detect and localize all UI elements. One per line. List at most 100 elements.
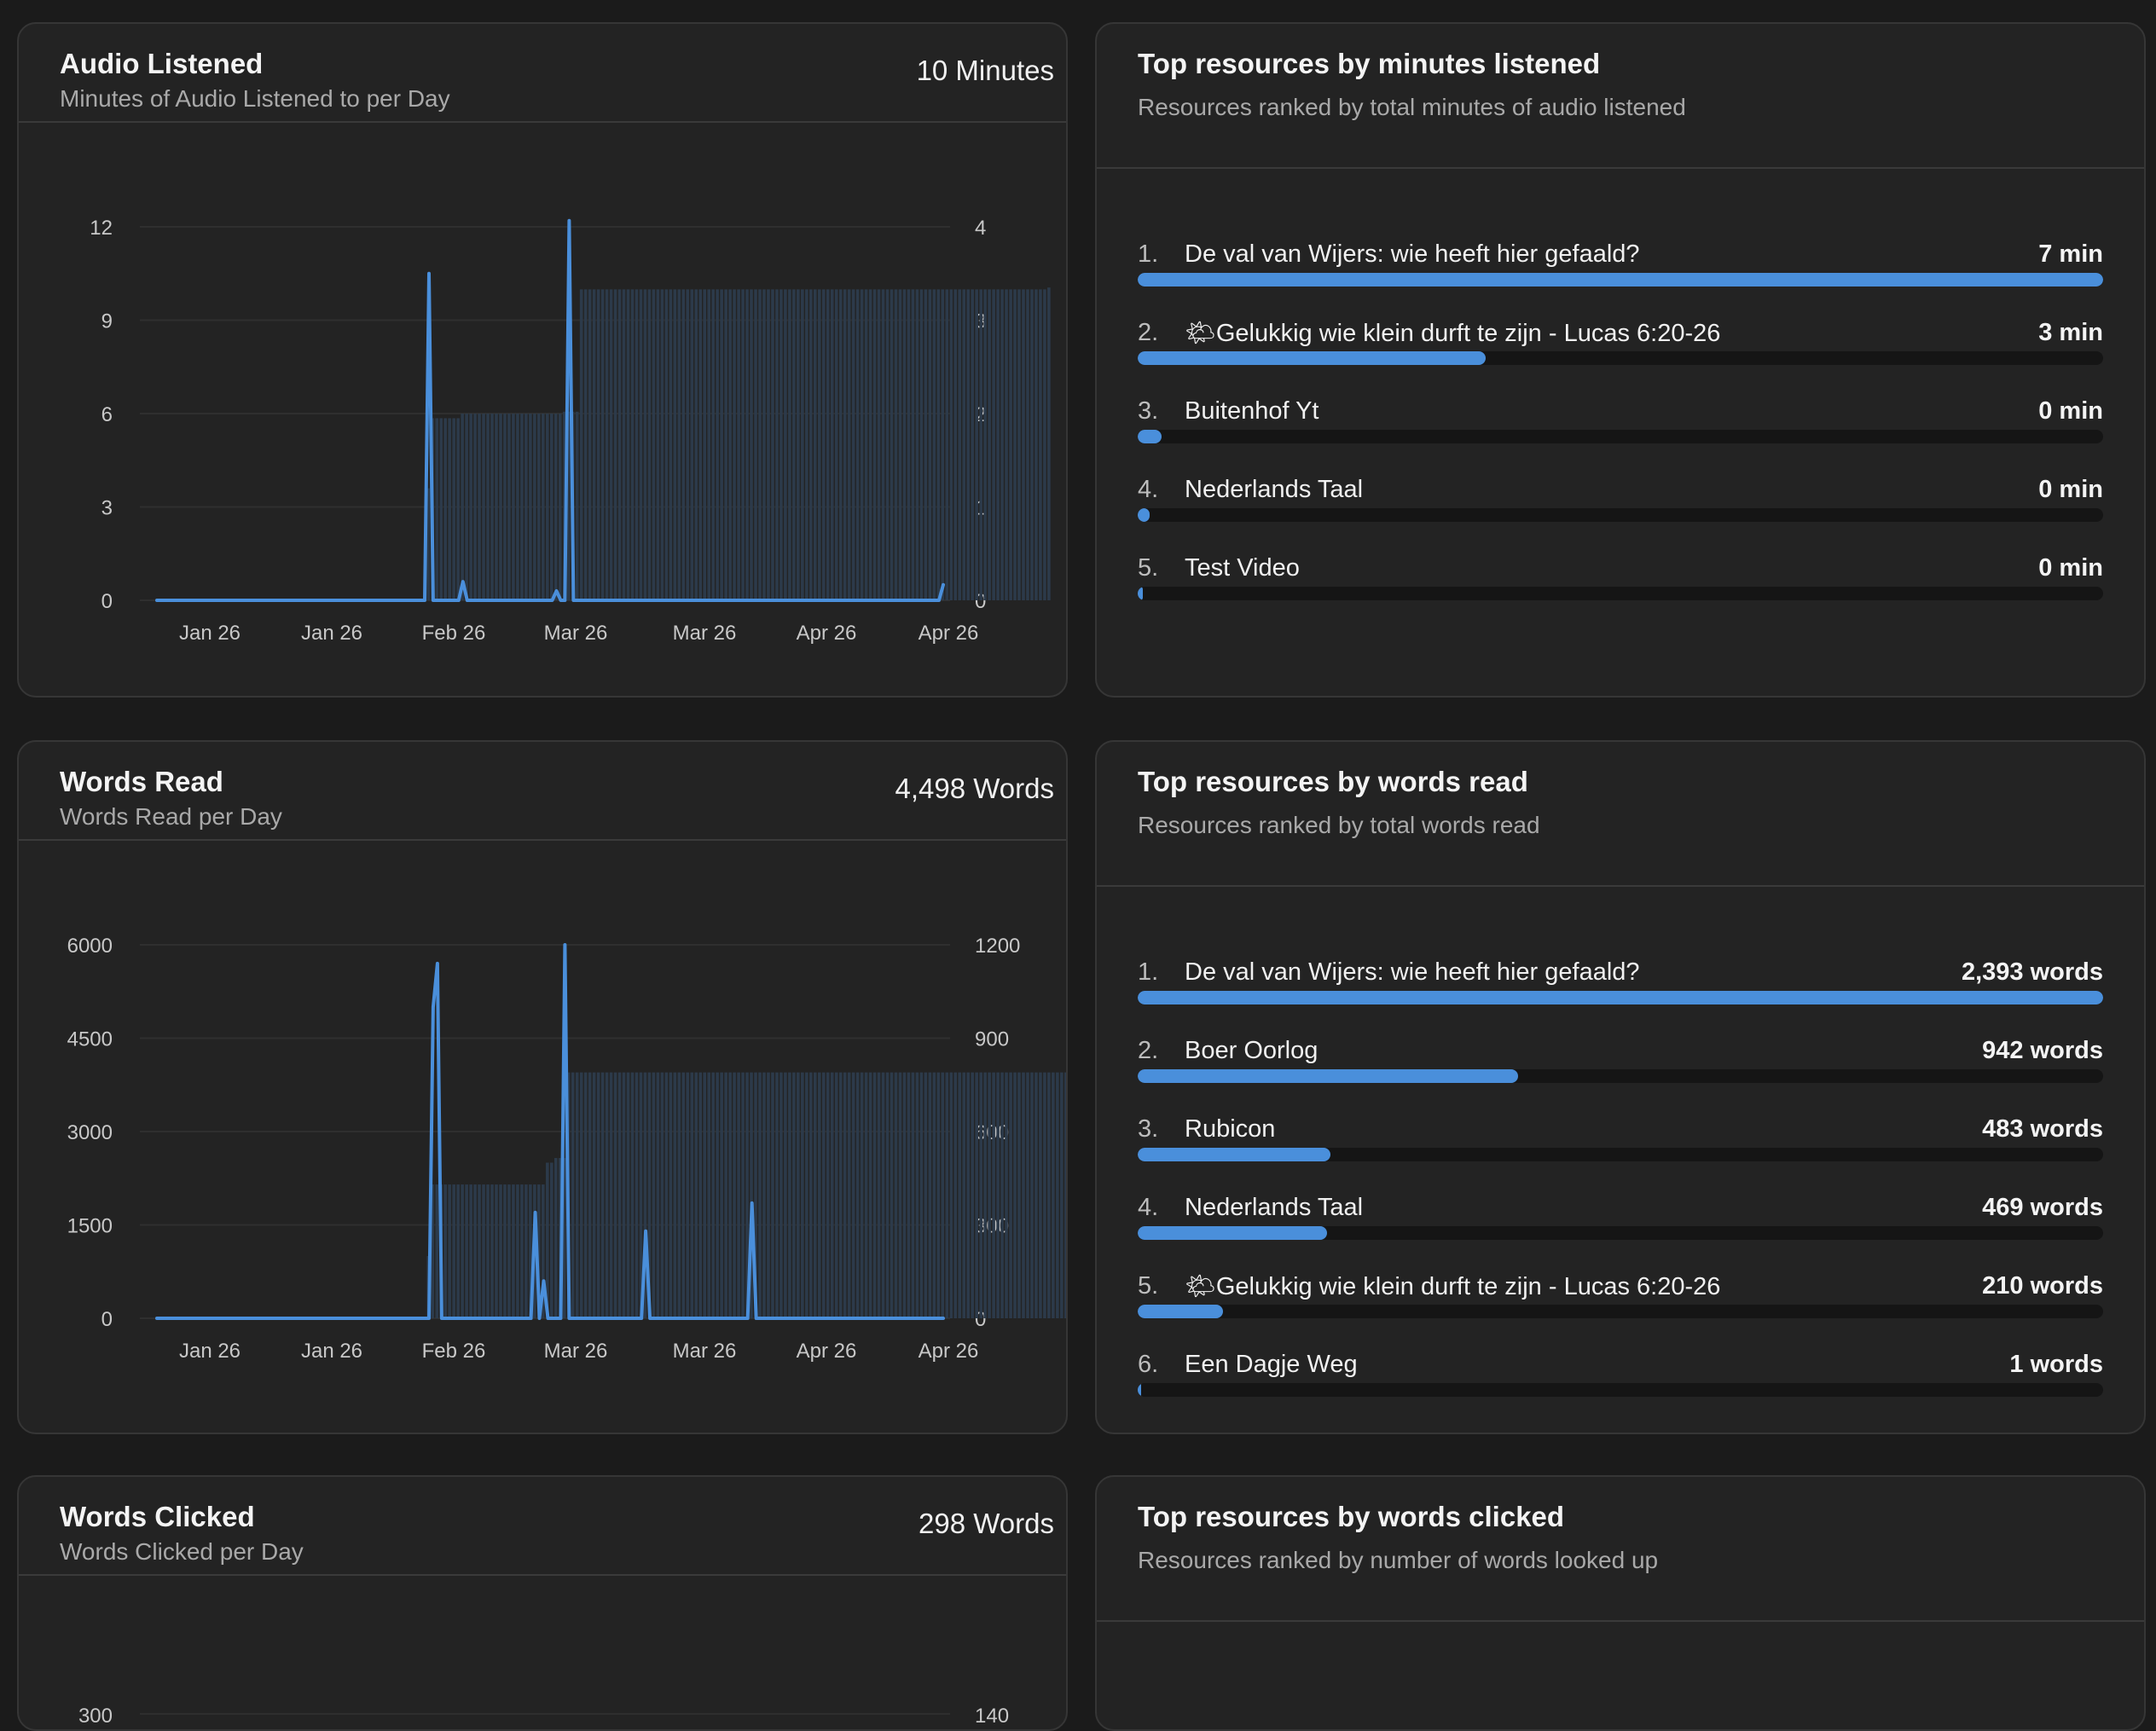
cumulative-bar	[546, 1162, 549, 1318]
cumulative-bar	[448, 1184, 451, 1318]
cumulative-bar	[992, 1072, 995, 1318]
cumulative-bar	[622, 1072, 626, 1318]
cumulative-bar	[469, 414, 472, 600]
cumulative-bar	[801, 289, 804, 600]
cumulative-bar	[907, 289, 911, 600]
cumulative-bar	[843, 1072, 847, 1318]
y-tick-label: 140	[975, 1705, 1009, 1728]
y-tick-label: 6	[101, 403, 113, 426]
ranking-item-number: 5.	[1138, 1272, 1159, 1300]
cumulative-bar	[542, 414, 545, 600]
cumulative-bar	[767, 1072, 770, 1318]
ranking-item[interactable]: 2. 🌤Gelukkig wie klein durft te zijn - Lu…	[1138, 319, 2103, 387]
cumulative-bar	[860, 1072, 864, 1318]
cumulative-bar	[579, 1072, 583, 1318]
cumulative-bar	[813, 1072, 817, 1318]
ranking-item-value: 483 words	[1982, 1115, 2103, 1143]
y-tick-label: 4	[975, 217, 986, 240]
y-tick-label: 9	[101, 310, 113, 333]
cumulative-bar	[1039, 1072, 1042, 1318]
cumulative-bar	[465, 1184, 468, 1318]
cumulative-bar	[907, 1072, 911, 1318]
ranking-item[interactable]: 4. Nederlands Taal 0 min	[1138, 476, 2103, 544]
cumulative-bar	[962, 1072, 966, 1318]
top-words-clicked-card: Top resources by words clicked Resources…	[1095, 1475, 2146, 1731]
cumulative-bar	[435, 1184, 439, 1318]
cumulative-bar	[826, 289, 830, 600]
cumulative-bar	[830, 289, 834, 600]
ranking-progress-fill	[1138, 508, 1150, 522]
cumulative-bar	[643, 289, 647, 600]
cumulative-bar	[750, 1072, 753, 1318]
cumulative-bar	[741, 1072, 745, 1318]
cumulative-bar	[652, 1072, 656, 1318]
ranking-item[interactable]: 3. Rubicon 483 words	[1138, 1115, 2103, 1184]
x-tick-label: Apr 26	[919, 622, 979, 645]
y-tick-label: 900	[975, 1028, 1009, 1051]
cumulative-bar	[881, 1072, 885, 1318]
cumulative-bar	[525, 414, 528, 600]
ranking-progress-fill	[1138, 1069, 1518, 1083]
cumulative-bar	[797, 1072, 800, 1318]
ranking-item-name: Een Dagje Weg	[1185, 1351, 1358, 1378]
cumulative-bar	[673, 1072, 677, 1318]
cumulative-bar	[851, 1072, 855, 1318]
cumulative-bar	[537, 1184, 541, 1318]
cumulative-bar	[805, 289, 808, 600]
cumulative-bar	[728, 289, 732, 600]
cumulative-bar	[733, 1072, 736, 1318]
cumulative-bar	[639, 1072, 643, 1318]
ranking-item[interactable]: 5. 🌤Gelukkig wie klein durft te zijn - Lu…	[1138, 1272, 2103, 1340]
cumulative-bar	[542, 1184, 545, 1318]
cumulative-bar	[465, 414, 468, 600]
cumulative-bar	[431, 1184, 435, 1318]
x-tick-label: Apr 26	[797, 1340, 857, 1363]
cumulative-bar	[622, 289, 626, 600]
ranking-item[interactable]: 1. De val van Wijers: wie heeft hier gefa…	[1138, 240, 2103, 309]
cumulative-bar	[758, 1072, 762, 1318]
cumulative-bar	[872, 1072, 877, 1318]
ranking-item-number: 1.	[1138, 240, 1159, 268]
cumulative-bar	[1047, 287, 1051, 600]
cumulative-bar	[686, 289, 690, 600]
cumulative-bar	[439, 418, 443, 600]
cumulative-bar	[821, 289, 826, 600]
cumulative-bar	[813, 289, 817, 600]
cumulative-bar	[817, 289, 821, 600]
cumulative-bar	[716, 289, 719, 600]
cumulative-bar	[936, 1072, 941, 1318]
ranking-item[interactable]: 2. Boer Oorlog 942 words	[1138, 1037, 2103, 1105]
cumulative-bar	[919, 1072, 924, 1318]
ranking-item[interactable]: 5. Test Video 0 min	[1138, 554, 2103, 622]
cumulative-bar	[771, 1072, 774, 1318]
cumulative-bar	[838, 289, 843, 600]
cumulative-bar	[941, 1072, 945, 1318]
cumulative-bar	[656, 1072, 660, 1318]
words-clicked-header: Words Clicked Words Clicked per Day 298 …	[19, 1477, 1066, 1576]
cumulative-bar	[516, 414, 519, 600]
cumulative-bar	[707, 289, 710, 600]
ranking-progress-fill	[1138, 273, 2103, 287]
ranking-item-name: Buitenhof Yt	[1185, 397, 1319, 425]
cumulative-bar	[592, 1072, 596, 1318]
cumulative-bar	[583, 289, 588, 600]
cumulative-bar	[797, 289, 800, 600]
cumulative-bar	[949, 1072, 953, 1318]
cumulative-bar	[801, 1072, 804, 1318]
y-tick-label: 300	[78, 1705, 113, 1728]
ranking-item[interactable]: 1. De val van Wijers: wie heeft hier gefa…	[1138, 958, 2103, 1027]
ranking-item[interactable]: 3. Buitenhof Yt 0 min	[1138, 397, 2103, 466]
ranking-item-value: 7 min	[2038, 240, 2103, 268]
ranking-item-value: 210 words	[1982, 1272, 2103, 1300]
cumulative-bar	[588, 1072, 592, 1318]
cumulative-bar	[788, 1072, 791, 1318]
cumulative-bar	[737, 289, 740, 600]
x-tick-label: Feb 26	[422, 1340, 486, 1363]
cumulative-bar	[750, 289, 753, 600]
ranking-item[interactable]: 4. Nederlands Taal 469 words	[1138, 1194, 2103, 1262]
ranking-item-name: Nederlands Taal	[1185, 476, 1364, 503]
ranking-item[interactable]: 6. Een Dagje Weg 1 words	[1138, 1351, 2103, 1419]
ranking-item-value: 0 min	[2038, 554, 2103, 582]
cumulative-bar	[915, 289, 919, 600]
